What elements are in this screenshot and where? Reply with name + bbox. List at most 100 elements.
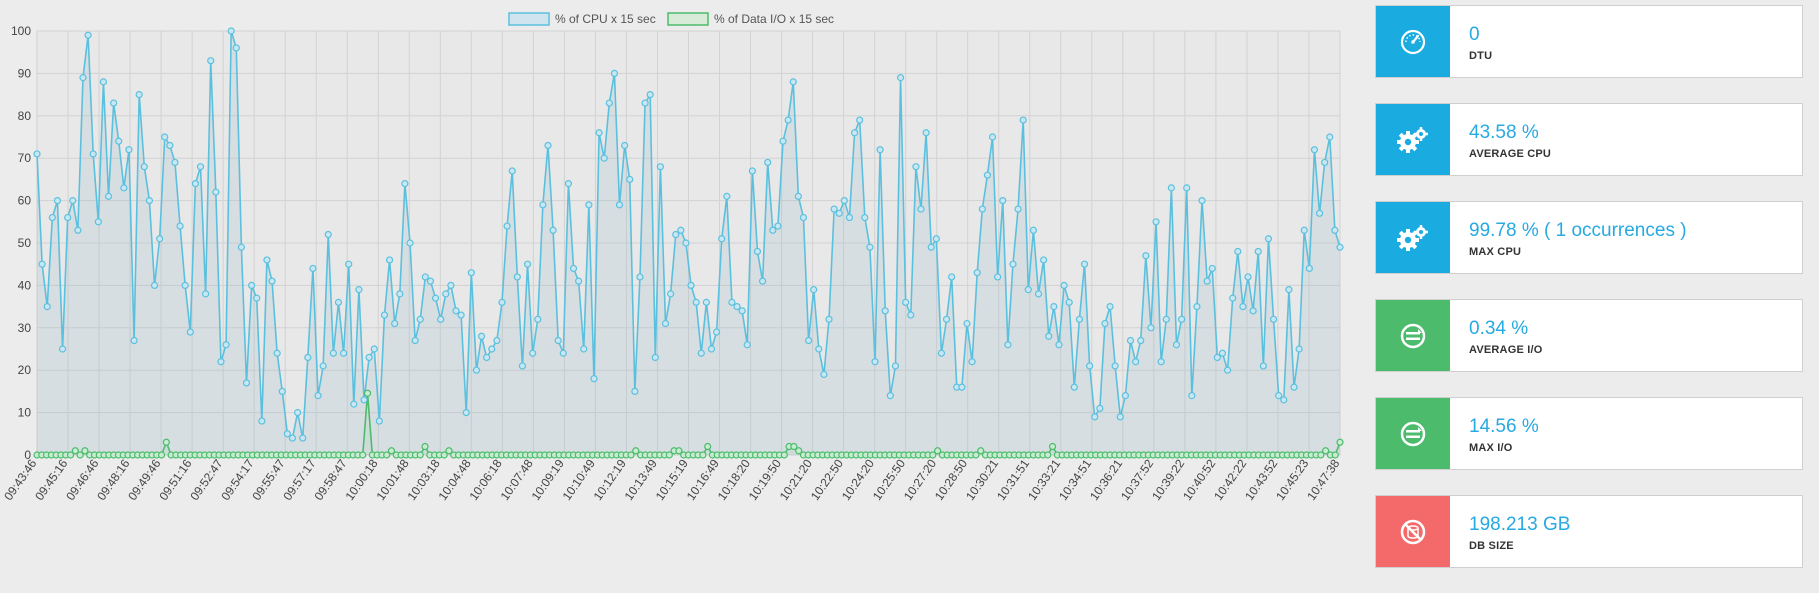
data-point: [135, 90, 143, 99]
data-point: [157, 451, 166, 459]
data-point: [799, 213, 808, 222]
data-point: [1275, 392, 1283, 400]
data-point: [288, 434, 297, 442]
data-point: [632, 447, 640, 455]
stat-card-average-io: 0.34 % AVERAGE I/O: [1375, 299, 1803, 372]
data-point: [942, 315, 951, 323]
data-point: [774, 222, 782, 230]
data-point: [948, 273, 956, 281]
data-point: [283, 430, 291, 438]
data-point: [253, 294, 261, 302]
metrics-chart: 0 10 20 30 40 50 60 70 80 90 100 09:43:46 09:45:16 09…: [1, 12, 1344, 503]
data-point: [1091, 413, 1099, 421]
data-point: [120, 184, 128, 192]
data-point: [339, 349, 348, 357]
data-point: [1244, 273, 1252, 281]
data-point: [1331, 226, 1339, 234]
data-point: [1086, 362, 1094, 370]
data-point: [442, 290, 450, 298]
data-point: [1019, 116, 1027, 124]
data-point: [534, 315, 542, 323]
data-point: [1218, 349, 1227, 357]
data-point: [268, 277, 276, 285]
data-point: [641, 99, 649, 107]
data-point: [383, 451, 391, 459]
legend-label-io: % of Data I/O x 15 sec: [714, 12, 834, 26]
y-tick-label: 20: [18, 363, 32, 377]
data-point: [99, 78, 108, 86]
data-point: [1239, 303, 1247, 311]
data-point: [334, 298, 343, 306]
data-point: [1024, 286, 1032, 294]
data-point: [503, 222, 511, 230]
data-point: [84, 31, 92, 39]
data-point: [1111, 362, 1119, 370]
data-point: [1295, 345, 1303, 353]
data-point: [764, 158, 772, 167]
data-point: [789, 78, 797, 86]
data-point: [968, 358, 976, 366]
data-point: [672, 230, 680, 239]
data-point: [498, 298, 506, 306]
data-point: [48, 213, 56, 222]
data-point: [758, 277, 767, 285]
data-point: [416, 451, 424, 459]
data-point: [359, 451, 367, 459]
data-point: [421, 273, 429, 281]
stat-card-dtu: 0 DTU: [1375, 5, 1803, 78]
data-point: [702, 298, 710, 306]
data-point: [636, 273, 644, 281]
data-point: [416, 315, 424, 323]
data-point: [626, 175, 634, 183]
data-point: [406, 239, 414, 247]
data-point: [978, 205, 986, 213]
data-point: [1142, 252, 1150, 260]
data-point: [1183, 184, 1191, 192]
gears-icon: [1376, 104, 1450, 175]
data-point: [1264, 235, 1273, 243]
data-point: [646, 90, 654, 99]
data-point: [549, 226, 557, 234]
data-point: [651, 353, 659, 362]
y-tick-label: 80: [18, 109, 32, 123]
data-point: [1060, 281, 1068, 289]
data-point: [621, 141, 629, 150]
data-point: [1004, 341, 1012, 349]
data-point: [431, 294, 440, 302]
data-point: [237, 243, 245, 251]
data-point: [1070, 383, 1078, 391]
data-point: [902, 298, 910, 306]
data-point: [667, 290, 675, 298]
data-point: [1285, 286, 1293, 294]
data-point: [1048, 442, 1057, 451]
data-point: [675, 447, 683, 455]
stat-value: 99.78 % ( 1 occurrences ): [1469, 220, 1687, 241]
data-point: [988, 133, 997, 141]
data-point: [294, 409, 302, 417]
data-point: [248, 281, 256, 289]
data-point: [1280, 396, 1288, 404]
data-point: [682, 239, 690, 247]
data-point: [1177, 315, 1186, 323]
data-point: [840, 197, 848, 205]
data-point: [396, 290, 404, 298]
data-point: [38, 260, 46, 268]
y-tick-label: 30: [18, 321, 32, 335]
stat-label: DTU: [1469, 50, 1493, 62]
data-point: [539, 201, 547, 209]
data-point: [457, 311, 465, 319]
data-point: [871, 358, 879, 366]
stat-label: MAX I/O: [1469, 442, 1513, 454]
data-point: [345, 260, 353, 268]
speedometer-icon: [1376, 6, 1450, 77]
data-point: [784, 116, 792, 124]
disk-io-icon: [1376, 300, 1450, 371]
data-point: [140, 163, 148, 171]
data-point: [324, 230, 332, 239]
data-point: [1249, 307, 1257, 315]
data-point: [166, 141, 174, 150]
data-point: [462, 409, 470, 417]
data-point: [161, 133, 169, 141]
data-point: [917, 205, 925, 213]
data-point: [145, 197, 154, 205]
